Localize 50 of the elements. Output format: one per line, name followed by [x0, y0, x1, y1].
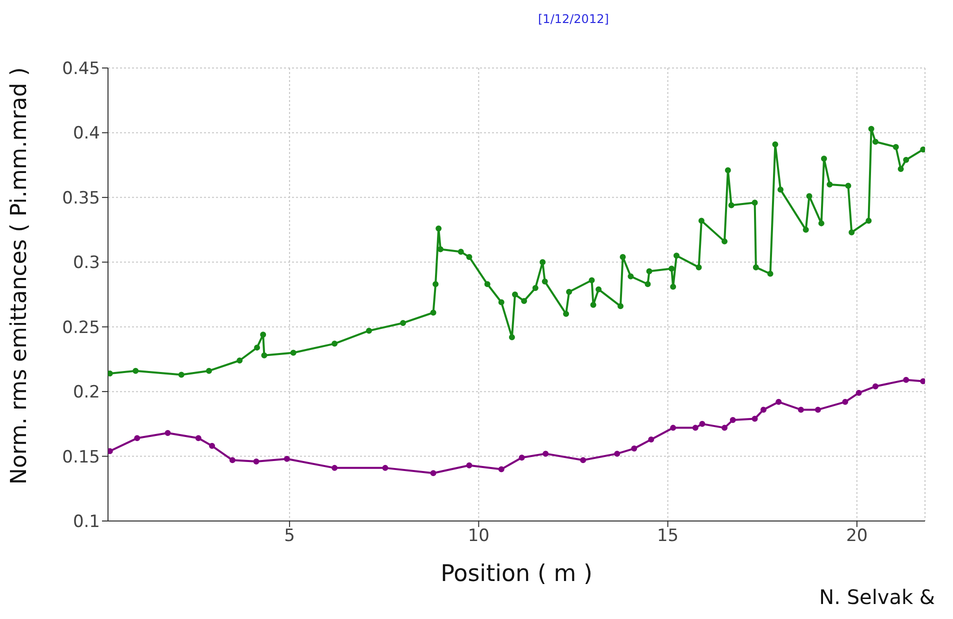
point [752, 416, 758, 422]
point [195, 435, 202, 442]
y-tick-label: 0.3 [72, 253, 100, 274]
point [382, 464, 388, 471]
x-tick-label: 20 [846, 526, 868, 546]
y-tick-label: 0.25 [62, 318, 100, 338]
point [542, 450, 549, 457]
point [730, 417, 736, 424]
point [466, 462, 472, 468]
point [631, 446, 638, 452]
x-tick-label: 5 [284, 526, 295, 546]
y-tick-label: 0.35 [62, 188, 100, 208]
y-tick-label: 0.1 [72, 512, 100, 532]
point [648, 436, 654, 442]
point [580, 457, 586, 464]
y-tick-label: 0.15 [62, 447, 100, 468]
point [722, 424, 728, 431]
point [430, 470, 436, 476]
point [692, 424, 698, 431]
point [760, 406, 766, 413]
y-tick-label: 0.45 [62, 59, 100, 80]
point [253, 458, 260, 464]
y-tick-label: 0.4 [72, 124, 100, 144]
point [209, 442, 216, 449]
point [108, 448, 113, 454]
point [903, 376, 910, 383]
point [229, 457, 236, 464]
point [920, 378, 925, 384]
point [699, 420, 706, 427]
point [842, 398, 848, 405]
point [776, 398, 782, 405]
text: [1/12/2012] [538, 12, 609, 26]
point [814, 406, 821, 413]
point [284, 456, 290, 462]
point [498, 466, 504, 472]
point [670, 424, 676, 431]
text: N. Selvak & [819, 585, 935, 609]
point [164, 430, 171, 436]
point [518, 454, 525, 461]
x-tick-label: 10 [468, 526, 490, 546]
point [798, 406, 804, 413]
point [856, 390, 862, 396]
y-tick-label: 0.2 [72, 382, 100, 403]
point [134, 435, 140, 442]
x-tick-label: 15 [656, 526, 679, 546]
point [872, 383, 878, 390]
point [332, 464, 338, 471]
x-axis-title: Position ( m ) [440, 561, 592, 587]
point [614, 450, 620, 457]
y-axis-title: Norm. rms emittances ( Pi.mm.mrad ) [6, 67, 32, 484]
